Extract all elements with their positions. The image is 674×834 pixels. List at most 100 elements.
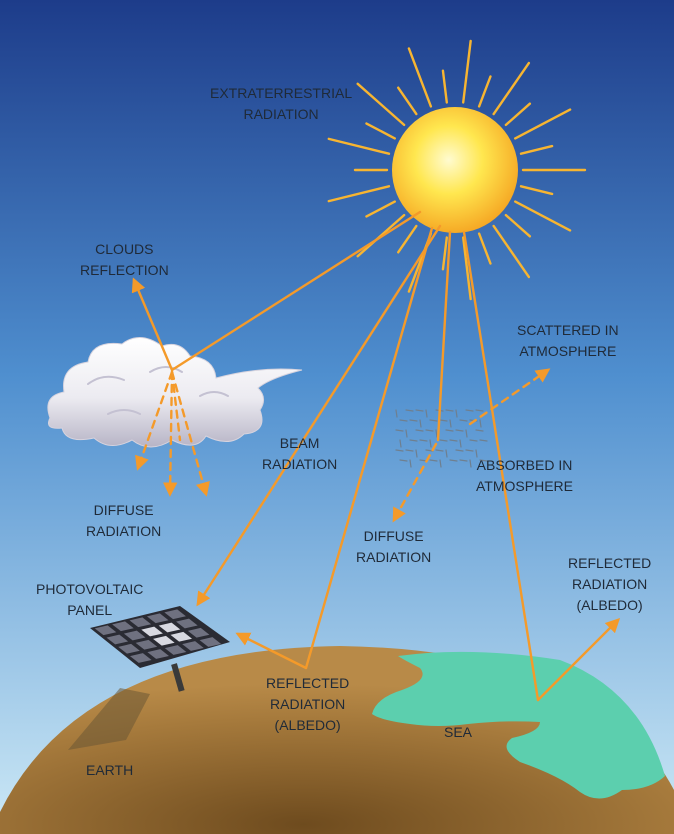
sun-ray	[504, 102, 532, 127]
ray-to-sea	[462, 230, 540, 702]
particle-mark	[439, 459, 442, 468]
panel-cell	[112, 621, 134, 632]
sun-ray	[441, 69, 449, 104]
label-line: PANEL	[67, 602, 113, 618]
sun-ray	[477, 75, 492, 108]
sun-ray	[504, 213, 532, 238]
particle-mark	[445, 449, 448, 458]
sun-ray	[365, 122, 396, 140]
ray-to-ground	[304, 226, 434, 670]
particle-mark	[455, 409, 458, 418]
label-line: ABSORBED IN	[476, 457, 573, 473]
label-line: BEAM	[279, 435, 320, 451]
label-photovoltaic-panel: PHOTOVOLTAIC PANEL	[36, 579, 143, 621]
label-line: RADIATION	[356, 549, 432, 565]
sun-ray	[396, 86, 418, 116]
label-line: ATMOSPHERE	[519, 343, 617, 359]
panel-cell	[94, 625, 117, 636]
particle-mark	[435, 429, 438, 438]
sun-ray	[514, 200, 572, 232]
particle-mark	[399, 419, 408, 422]
particle-mark	[419, 439, 428, 442]
panel-cell	[118, 643, 140, 654]
sun-ray	[519, 144, 554, 155]
particle-mark	[479, 459, 488, 462]
label-line: (ALBEDO)	[274, 717, 341, 733]
label-line: PHOTOVOLTAIC	[36, 581, 144, 597]
sun-ray	[477, 232, 492, 265]
particle-mark	[395, 449, 404, 452]
panel-post	[171, 663, 185, 692]
panel-cells	[94, 609, 222, 663]
label-line: RADIATION	[243, 106, 319, 122]
sun-ray	[514, 108, 572, 140]
panel-cell	[123, 630, 146, 641]
panel-cell	[176, 618, 198, 629]
particle-mark	[459, 439, 462, 448]
particle-mark	[405, 429, 408, 438]
arrow-ground-reflection	[235, 632, 308, 670]
sun-ray	[365, 200, 396, 218]
panel-cell	[170, 631, 193, 642]
arrow-diffuse-cloud-2	[162, 370, 178, 497]
solar-panel-icon	[68, 606, 230, 750]
particle-mark	[475, 449, 478, 458]
panel-cell	[199, 637, 222, 647]
label-earth: EARTH	[86, 760, 133, 781]
arrow-sea-reflection	[536, 617, 621, 702]
sea-shape	[372, 651, 665, 799]
sun-ray	[356, 82, 406, 127]
particle-mark	[449, 439, 458, 442]
label-line: RADIATION	[86, 523, 162, 539]
label-diffuse-radiation-atmosphere: DIFFUSE RADIATION	[356, 526, 431, 568]
label-line: RADIATION	[572, 576, 648, 592]
label-line: DIFFUSE	[93, 502, 154, 518]
particle-mark	[419, 419, 422, 428]
particle-mark	[435, 449, 444, 452]
label-beam-radiation: BEAM RADIATION	[262, 433, 337, 475]
label-reflected-radiation-sea: REFLECTED RADIATION (ALBEDO)	[568, 553, 651, 616]
ray-to-atmosphere	[436, 230, 452, 442]
particle-mark	[399, 459, 408, 462]
sun-ray	[327, 185, 391, 203]
particle-mark	[459, 459, 468, 462]
particle-mark	[399, 439, 402, 448]
panel-cell	[153, 635, 175, 646]
sun-ray	[492, 61, 531, 116]
label-diffuse-radiation-cloud: DIFFUSE RADIATION	[86, 500, 161, 542]
particle-mark	[409, 459, 412, 468]
panel-cell	[106, 634, 129, 645]
particle-mark	[445, 409, 454, 412]
panel-cell	[164, 609, 186, 620]
particle-mark	[395, 409, 398, 418]
arrow-scattered-atmosphere	[468, 368, 551, 426]
atmosphere-particles-icon	[395, 409, 488, 468]
particle-mark	[459, 419, 468, 422]
panel-cell	[146, 613, 169, 624]
particle-mark	[425, 429, 434, 432]
label-clouds-reflection: CLOUDS REFLECTION	[80, 239, 169, 281]
particle-mark	[465, 409, 474, 412]
particle-mark	[395, 429, 404, 432]
particle-mark	[439, 419, 448, 422]
particle-mark	[475, 409, 484, 412]
label-line: REFLECTED	[568, 555, 652, 571]
particle-mark	[439, 439, 448, 442]
particle-mark	[415, 409, 424, 412]
particle-mark	[429, 419, 438, 422]
panel-shadow	[68, 688, 150, 750]
label-line: RADIATION	[262, 456, 338, 472]
arrow-diffuse-cloud-1	[135, 370, 174, 471]
label-line: REFLECTION	[80, 262, 169, 278]
sun-icon	[392, 107, 518, 233]
label-line: CLOUDS	[95, 241, 154, 257]
sun-ray	[461, 39, 472, 104]
panel-cell	[147, 649, 169, 659]
label-absorbed-in-atmosphere: ABSORBED IN ATMOSPHERE	[476, 455, 573, 497]
radiation-rays	[131, 210, 621, 702]
sun-ray	[519, 185, 554, 196]
particle-mark	[449, 419, 452, 428]
particle-mark	[465, 429, 468, 438]
panel-cell	[129, 653, 152, 663]
label-line: (ALBEDO)	[576, 597, 643, 613]
